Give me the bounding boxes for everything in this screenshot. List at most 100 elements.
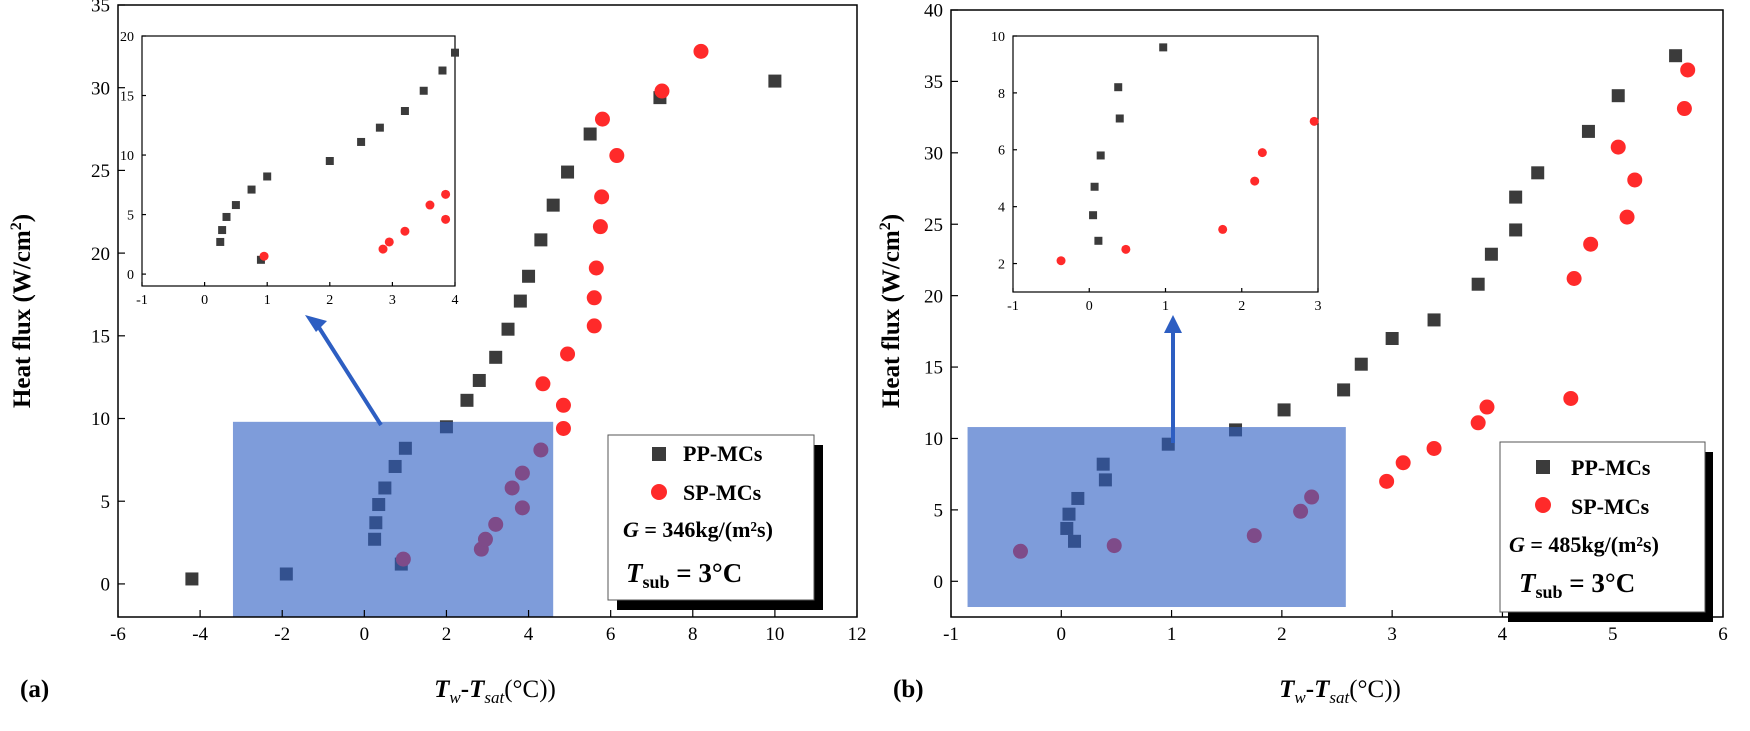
- y-axis-ticks-b: 0 5 10 15 20 25 30 35 40: [924, 1, 958, 593]
- main-a-ytick-label-20: 20: [91, 244, 110, 265]
- plot-frame-a: [117, 4, 858, 618]
- inset-a-xtick-label-1: 1: [264, 293, 271, 308]
- y-axis-label-a: Heat flux (W/cm2): [8, 214, 36, 408]
- main-b-ytick-label-5: 5: [934, 501, 944, 522]
- inset-a-pp-point-7: [256, 255, 265, 264]
- main-b-pp-point-18: [1581, 124, 1595, 138]
- main-a-sp-point-9: [555, 420, 571, 436]
- inset-a-pp-point-10: [357, 137, 366, 146]
- main-a-xtick-label--4: -4: [192, 624, 208, 645]
- inset-a-pp-point-4: [222, 212, 231, 221]
- main-a-pp-point-21: [768, 74, 782, 88]
- main-a-sp-point-14: [588, 260, 604, 276]
- legend-entry-sp-b: SP-MCs: [1571, 494, 1650, 519]
- panel-b: 0 5 10 15 20 25 30 35 40 -1 0 1 2 3 4 5 6 2 4 6 8 10 -1 0 1 2 3…: [877, 1, 1728, 707]
- inset-a-pp-point-15: [451, 48, 459, 57]
- inset-a-xtick-label-3: 3: [389, 293, 396, 308]
- inset-b-xtick-label--1: -1: [1007, 299, 1019, 314]
- main-a-sp-point-12: [586, 318, 602, 334]
- inset-x-ticks-a: -1 0 1 2 3 4: [136, 282, 459, 308]
- main-a-sp-point-20: [693, 43, 709, 59]
- main-b-xtick-label-4: 4: [1498, 624, 1508, 645]
- main-a-ytick-label-5: 5: [101, 492, 111, 513]
- main-a-pp-point-16: [534, 233, 548, 247]
- legend-t-b: Tsub = 3°C: [1519, 568, 1635, 602]
- main-b-xtick-label-1: 1: [1167, 624, 1177, 645]
- legend-marker-pp-a: [652, 447, 666, 461]
- main-a-sp-point-18: [609, 148, 625, 164]
- inset-a-pp-point-9: [325, 157, 334, 165]
- main-b-ytick-label-0: 0: [934, 572, 944, 593]
- main-a-sp-point-13: [586, 290, 602, 306]
- main-a-pp-point-19: [583, 127, 597, 141]
- main-a-xtick-label--2: -2: [274, 624, 290, 645]
- legend-a: PP-MCs SP-MCs G = 346kg/(m²s) Tsub = 3°C: [607, 434, 823, 610]
- inset-a-sp-point-0: [259, 251, 269, 261]
- main-a-pp-point-11: [472, 373, 486, 387]
- inset-b-pp-point-4: [1114, 83, 1123, 92]
- main-a-xtick-label-2: 2: [442, 624, 452, 645]
- inset-a-pp-point-12: [400, 107, 409, 115]
- inset-a-pp-point-13: [419, 86, 428, 95]
- main-b-ytick-label-15: 15: [924, 358, 943, 379]
- y-axis-label-b: Heat flux (W/cm2): [877, 214, 905, 408]
- inset-a-pp-point-11: [375, 123, 384, 132]
- inset-b-pp-point-0: [1089, 211, 1098, 220]
- inset-a-ytick-label-0: 0: [127, 268, 134, 283]
- legend-marker-sp-a: [651, 484, 667, 500]
- main-a-ytick-label-0: 0: [101, 575, 111, 596]
- inset-a-ytick-label-5: 5: [127, 208, 134, 223]
- inset-b-sp-point-3: [1250, 176, 1260, 186]
- inset-a-pp-point-2: [216, 237, 225, 246]
- inset-a-pp-point-3: [218, 226, 227, 235]
- main-b-sp-point-17: [1680, 62, 1696, 78]
- inset-a-ytick-label-10: 10: [120, 149, 134, 164]
- main-a-sp-point-16: [594, 189, 610, 205]
- main-b-sp-point-7: [1426, 440, 1442, 456]
- legend-entry-pp-a: PP-MCs: [683, 441, 763, 466]
- x-axis-label-b: Tw-Tsat(°C)): [1279, 676, 1401, 707]
- main-b-pp-point-8: [1277, 403, 1291, 417]
- inset-b-pp-point-6: [1159, 43, 1168, 52]
- main-a-ytick-label-15: 15: [91, 326, 110, 347]
- inset-b: 2 4 6 8 10 -1 0 1 2 3: [991, 30, 1322, 314]
- main-a-xtick-label--6: -6: [110, 624, 126, 645]
- main-a-ytick-label-25: 25: [91, 161, 110, 182]
- main-b-xtick-label--1: -1: [943, 624, 959, 645]
- main-b-xtick-label-3: 3: [1387, 624, 1397, 645]
- main-b-pp-point-19: [1611, 89, 1625, 103]
- main-b-pp-point-13: [1471, 277, 1485, 291]
- inset-a-sp-point-4: [425, 200, 435, 210]
- main-b-pp-point-16: [1509, 190, 1523, 204]
- inset-a-pp-point-14: [438, 66, 447, 75]
- inset-a-sp-point-5: [441, 214, 451, 224]
- main-b-ytick-label-40: 40: [924, 1, 943, 22]
- inset-a-xtick-label-0: 0: [201, 293, 208, 308]
- main-b-ytick-label-30: 30: [924, 143, 943, 164]
- main-b-pp-point-20: [1669, 49, 1683, 63]
- main-b-sp-point-14: [1619, 209, 1635, 225]
- inset-b-sp-point-2: [1218, 224, 1228, 234]
- inset-a-sp-point-2: [384, 237, 394, 247]
- inset-a-xtick-label-2: 2: [326, 293, 333, 308]
- main-b-sp-point-15: [1627, 172, 1643, 188]
- main-a-pp-point-12: [489, 350, 503, 364]
- main-a-pp-point-10: [460, 393, 474, 407]
- legend-t-a: Tsub = 3°C: [626, 558, 742, 592]
- zoom-region-box-a: [232, 421, 554, 617]
- inset-b-pp-point-5: [1115, 114, 1124, 123]
- main-a-sp-point-15: [592, 219, 608, 235]
- main-a-sp-point-11: [560, 346, 576, 362]
- panel-label-a: (a): [20, 676, 49, 703]
- main-a-pp-point-18: [561, 165, 575, 179]
- inset-b-series: [1056, 43, 1319, 266]
- main-a-xtick-label-8: 8: [688, 624, 698, 645]
- legend-entry-pp-b: PP-MCs: [1571, 455, 1651, 480]
- main-b-pp-point-12: [1427, 313, 1441, 327]
- main-b-ytick-label-25: 25: [924, 215, 943, 236]
- zoom-arrow-a: [316, 324, 383, 427]
- inset-b-ytick-label-8: 8: [998, 87, 1005, 102]
- inset-b-sp-point-0: [1056, 256, 1066, 266]
